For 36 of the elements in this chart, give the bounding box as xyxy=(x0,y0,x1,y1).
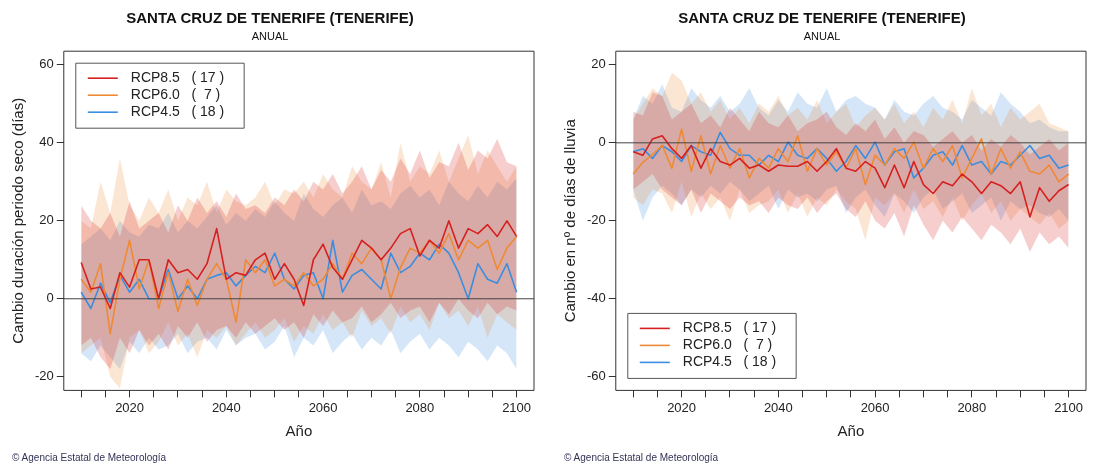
x-tick-label: 2100 xyxy=(1054,399,1084,415)
y-tick-label: 60 xyxy=(39,56,54,72)
x-tick-label: 2060 xyxy=(308,399,338,415)
x-tick-label: 2080 xyxy=(957,399,987,415)
x-tick-label: 2020 xyxy=(115,399,145,415)
x-tick-label: 2020 xyxy=(667,399,697,415)
text: © Agencia Estatal de Meteorología xyxy=(12,452,167,463)
chart-title: SANTA CRUZ DE TENERIFE (TENERIFE) xyxy=(678,9,966,27)
x-tick-label: 2060 xyxy=(860,399,890,415)
x-tick-label: 2040 xyxy=(211,399,241,415)
y-tick-label: 20 xyxy=(39,212,54,228)
legend-label: RCP8.5 ( 17 ) xyxy=(682,319,777,336)
x-tick-label: 2100 xyxy=(502,399,532,415)
y-axis-title: Cambio duración periodo seco (días) xyxy=(9,97,27,344)
legend-label: RCP4.5 ( 18 ) xyxy=(130,103,225,120)
x-tick-label: 2040 xyxy=(763,399,793,415)
legend-label: RCP4.5 ( 18 ) xyxy=(682,353,777,370)
chart-subtitle: ANUAL xyxy=(251,29,289,42)
chart-title: SANTA CRUZ DE TENERIFE (TENERIFE) xyxy=(126,9,414,27)
x-axis-title: Año xyxy=(837,422,865,440)
y-tick-label: 20 xyxy=(591,56,606,72)
y-tick-label: -20 xyxy=(586,212,606,228)
y-tick-label: -20 xyxy=(34,368,54,384)
y-tick-label: -60 xyxy=(586,368,606,384)
legend-label: RCP6.0 ( 7 ) xyxy=(130,86,221,103)
x-axis-title: Año xyxy=(285,422,313,440)
chart-subtitle: ANUAL xyxy=(803,29,841,42)
y-tick-label: 0 xyxy=(46,290,54,306)
y-tick-label: -40 xyxy=(586,290,606,306)
legend-label: RCP6.0 ( 7 ) xyxy=(682,336,773,353)
legend-label: RCP8.5 ( 17 ) xyxy=(130,69,225,86)
x-tick-label: 2080 xyxy=(405,399,435,415)
y-tick-label: 40 xyxy=(39,134,54,150)
text: © Agencia Estatal de Meteorología xyxy=(564,452,719,463)
y-tick-label: 0 xyxy=(598,134,606,150)
y-axis-title: Cambio en nº de días de lluvia xyxy=(561,118,579,323)
